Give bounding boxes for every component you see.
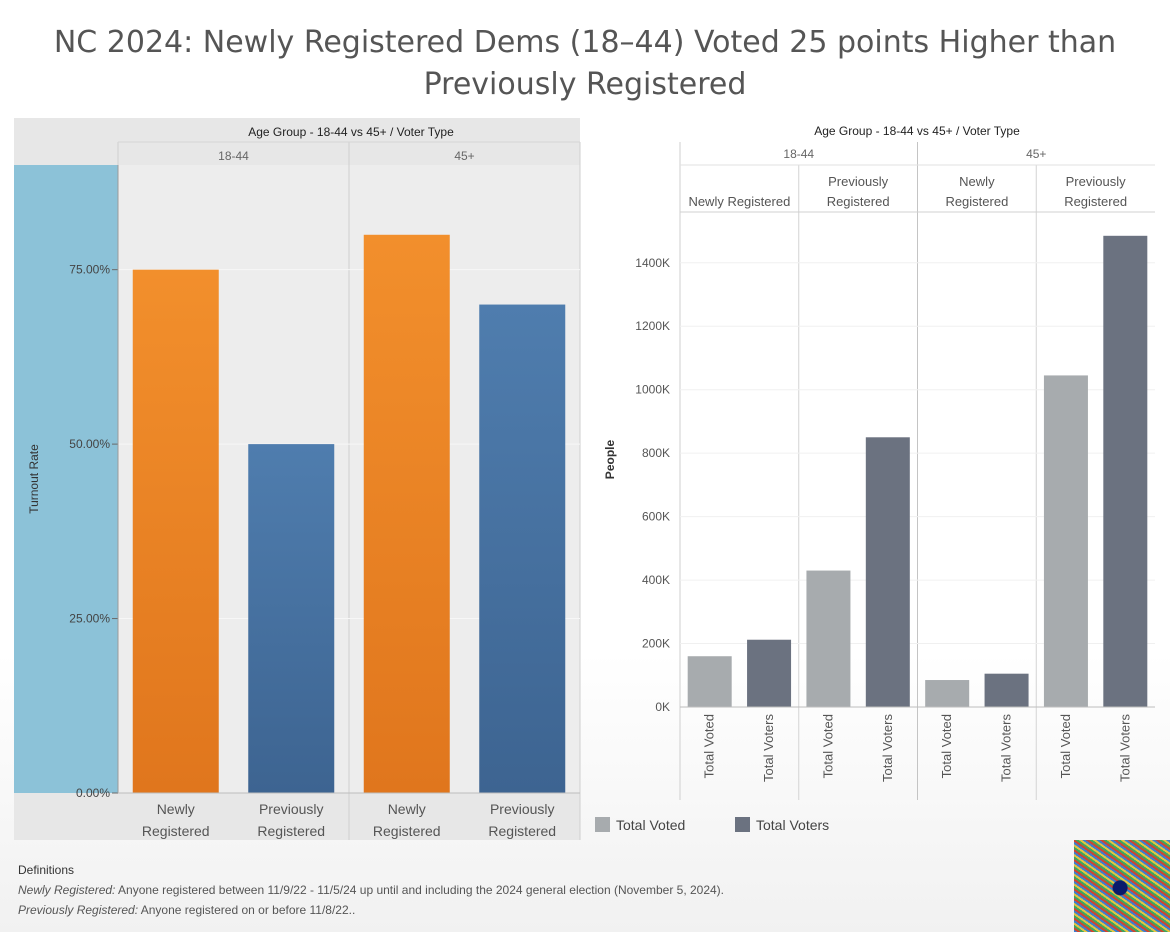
x-measure-label: Total Voted	[702, 714, 717, 778]
bar	[248, 444, 335, 793]
y-tick-label: 1400K	[635, 256, 670, 270]
group-label: 18-44	[218, 149, 249, 163]
definition-previously: Previously Registered: Anyone registered…	[18, 900, 724, 920]
definitions-heading: Definitions	[18, 863, 75, 877]
x-measure-label: Total Voters	[761, 714, 776, 782]
x-category-label: Registered	[257, 823, 325, 839]
turnout-rate-chart: Age Group - 18-44 vs 45+ / Voter Type 18-…	[14, 118, 581, 840]
x-measure-label: Total Voters	[999, 714, 1014, 782]
y-tick-label: 800K	[642, 446, 670, 460]
x-category-label: Previously	[490, 801, 555, 817]
x-measure-label: Total Voted	[820, 714, 835, 778]
subgroup-header: Registered	[1064, 194, 1127, 209]
group-label: 45+	[1026, 147, 1046, 161]
definitions-block: Definitions Newly Registered: Anyone reg…	[18, 860, 724, 920]
y-tick-label: 200K	[642, 637, 670, 651]
subgroup-header: Previously	[828, 174, 888, 189]
definition-term: Newly Registered:	[18, 883, 116, 897]
y-tick-label: 50.00%	[69, 437, 110, 451]
y-tick-label: 75.00%	[69, 263, 110, 277]
y-axis-title: Turnout Rate	[27, 444, 41, 514]
bar	[984, 673, 1029, 707]
bar	[865, 437, 910, 707]
bar	[363, 234, 450, 793]
legend-swatch	[735, 817, 750, 832]
y-tick-label: 1200K	[635, 319, 670, 333]
subgroup-header: Registered	[827, 194, 890, 209]
bar	[1043, 375, 1088, 707]
bar	[687, 656, 732, 707]
video-thumbnail-image	[1074, 840, 1170, 932]
bar	[747, 639, 792, 707]
y-tick-label: 0K	[655, 700, 670, 714]
definition-text: Anyone registered between 11/9/22 - 11/5…	[118, 883, 725, 897]
bar	[479, 304, 566, 793]
group-label: 18-44	[783, 147, 814, 161]
subgroup-header: Previously	[1066, 174, 1126, 189]
definition-newly: Newly Registered: Anyone registered betw…	[18, 880, 724, 900]
subgroup-header: Newly Registered	[688, 194, 790, 209]
bar	[132, 269, 219, 794]
page-title: NC 2024: Newly Registered Dems (18–44) V…	[53, 25, 1117, 102]
y-tick-label: 1000K	[635, 383, 670, 397]
bar	[1103, 235, 1148, 707]
subgroup-header: Newly	[959, 174, 995, 189]
x-measure-label: Total Voted	[939, 714, 954, 778]
x-measure-label: Total Voters	[880, 714, 895, 782]
x-measure-label: Total Voted	[1058, 714, 1073, 778]
bar	[925, 680, 970, 707]
x-category-label: Previously	[259, 801, 324, 817]
subgroup-header: Registered	[945, 194, 1008, 209]
x-category-label: Newly	[388, 801, 426, 817]
y-axis-title: People	[603, 440, 617, 480]
y-tick-label: 400K	[642, 573, 670, 587]
y-tick-label: 0.00%	[76, 786, 110, 800]
y-tick-label: 600K	[642, 510, 670, 524]
x-category-label: Registered	[373, 823, 441, 839]
x-category-label: Registered	[142, 823, 210, 839]
turnout-and-people-charts: Age Group - 18-44 vs 45+ / Voter Type18-…	[14, 118, 1155, 840]
x-measure-label: Total Voters	[1117, 714, 1132, 782]
people-count-chart: Age Group - 18-44 vs 45+ / Voter Type18-…	[595, 124, 1155, 833]
legend-label: Total Voters	[756, 817, 829, 833]
x-category-label: Registered	[488, 823, 556, 839]
definition-term: Previously Registered:	[18, 903, 139, 917]
header-title: Age Group - 18-44 vs 45+ / Voter Type	[248, 125, 454, 139]
header-title: Age Group - 18-44 vs 45+ / Voter Type	[814, 124, 1020, 138]
y-axis-band	[14, 165, 118, 793]
group-label: 45+	[454, 149, 474, 163]
x-category-label: Newly	[157, 801, 195, 817]
definition-text: Anyone registered on or before 11/8/22..	[140, 903, 356, 917]
y-tick-label: 25.00%	[69, 612, 110, 626]
legend-label: Total Voted	[616, 817, 685, 833]
legend-swatch	[595, 817, 610, 832]
bar	[806, 570, 851, 707]
